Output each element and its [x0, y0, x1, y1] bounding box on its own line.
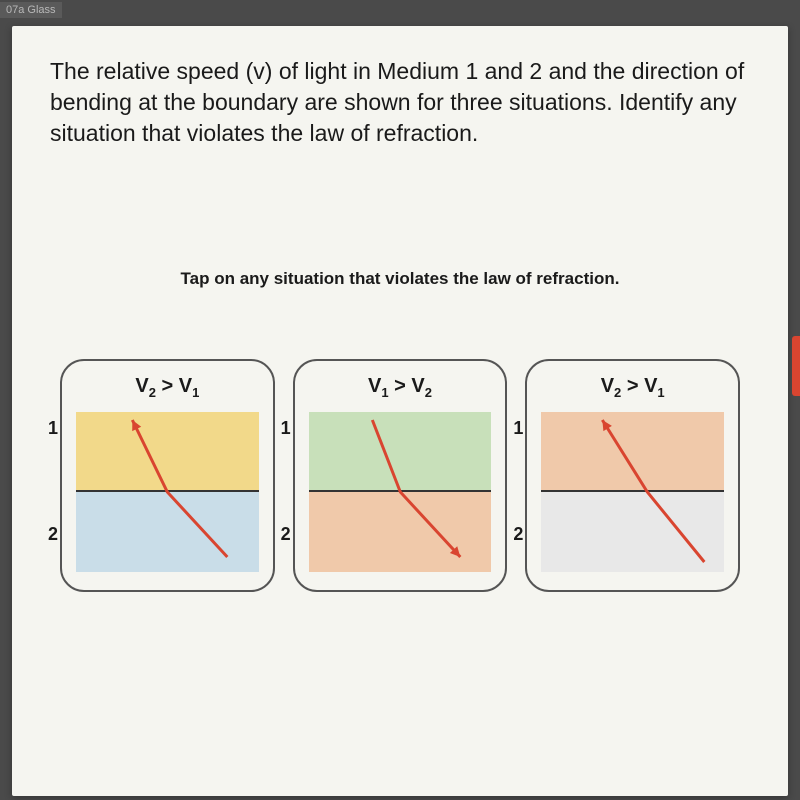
card-title: V2 > V1	[76, 375, 259, 400]
tab-label: 07a Glass	[0, 2, 62, 18]
cards-row: V2 > V1 1 2 V1 > V2 1 2	[50, 359, 750, 592]
ray-svg	[309, 412, 492, 572]
instruction-text: Tap on any situation that violates the l…	[50, 269, 750, 289]
side-indicator	[792, 336, 800, 396]
refraction-diagram: 1 2	[76, 412, 259, 572]
medium-label-1: 1	[281, 418, 291, 439]
medium-label-1: 1	[513, 418, 523, 439]
ray-svg	[541, 412, 724, 572]
medium-label-1: 1	[48, 418, 58, 439]
ray-svg	[76, 412, 259, 572]
card-title: V2 > V1	[541, 375, 724, 400]
refraction-diagram: 1 2	[541, 412, 724, 572]
question-page: The relative speed (v) of light in Mediu…	[12, 26, 788, 796]
question-text: The relative speed (v) of light in Mediu…	[50, 56, 750, 149]
refraction-diagram: 1 2	[309, 412, 492, 572]
situation-card-2[interactable]: V1 > V2 1 2	[293, 359, 508, 592]
situation-card-1[interactable]: V2 > V1 1 2	[60, 359, 275, 592]
medium-label-2: 2	[281, 524, 291, 545]
medium-label-2: 2	[48, 524, 58, 545]
card-title: V1 > V2	[309, 375, 492, 400]
situation-card-3[interactable]: V2 > V1 1 2	[525, 359, 740, 592]
medium-label-2: 2	[513, 524, 523, 545]
